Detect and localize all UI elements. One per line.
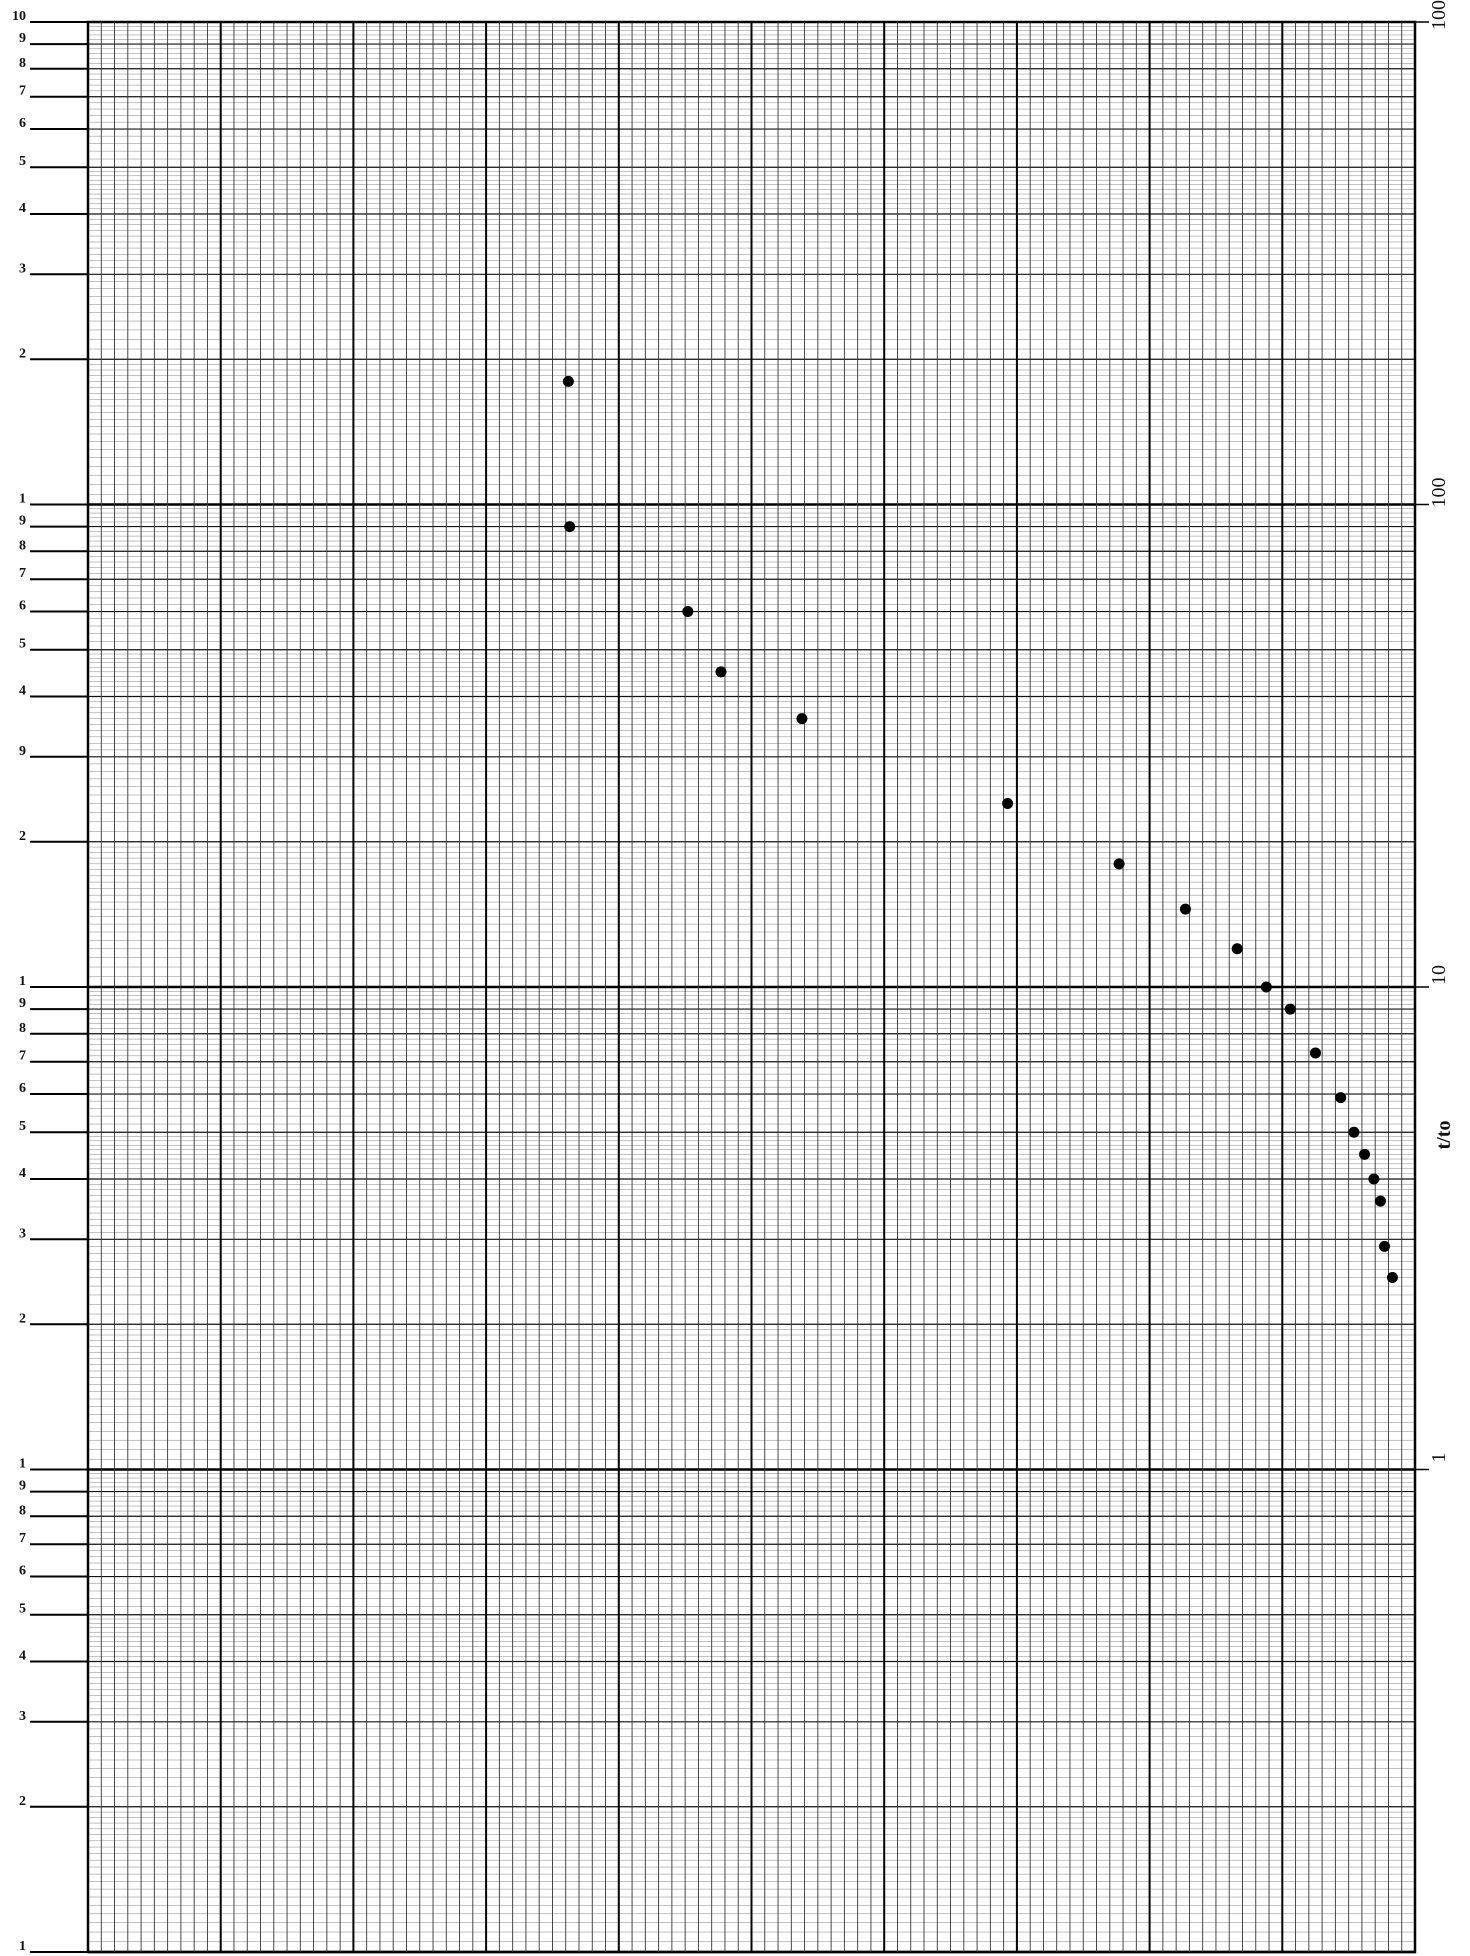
left-tick-label: 9 xyxy=(19,31,26,46)
data-point xyxy=(1368,1173,1380,1185)
left-tick-label: 2 xyxy=(19,829,26,844)
left-tick-label: 2 xyxy=(19,346,26,361)
data-point xyxy=(1335,1092,1347,1104)
data-point xyxy=(1378,1240,1390,1252)
left-tick-label: 1 xyxy=(19,492,26,507)
left-tick-label: 6 xyxy=(19,599,26,614)
right-tick-label: 1 xyxy=(1428,1453,1450,1463)
left-tick-label: 2 xyxy=(19,1794,26,1809)
data-point xyxy=(1359,1148,1371,1160)
data-point xyxy=(1348,1126,1360,1138)
left-tick-label: 1 xyxy=(19,974,26,989)
left-tick-label: 5 xyxy=(19,1602,26,1617)
left-tick-label: 4 xyxy=(19,684,26,699)
left-tick-label: 1 xyxy=(19,1457,26,1472)
left-tick-label: 8 xyxy=(19,538,26,553)
data-point xyxy=(1374,1195,1386,1207)
data-point xyxy=(1309,1047,1321,1059)
right-axis-ticks: 1000 100 10 1 xyxy=(1415,0,1450,1471)
left-tick-label: 5 xyxy=(19,154,26,169)
right-tick-label: 10 xyxy=(1428,965,1450,985)
right-tick-label: 1000 xyxy=(1428,0,1450,30)
plot-grid xyxy=(86,20,1417,1954)
left-tick-label: 5 xyxy=(19,637,26,652)
left-tick-label: 6 xyxy=(19,1081,26,1096)
data-point xyxy=(1284,1003,1296,1015)
left-tick-label: 7 xyxy=(19,1531,26,1546)
left-tick-label: 7 xyxy=(19,566,26,581)
left-tick-label: 4 xyxy=(19,1649,26,1664)
left-tick-label: 9 xyxy=(19,514,26,529)
left-tick-label: 9 xyxy=(19,996,26,1011)
data-point xyxy=(682,606,694,618)
left-tick-label: 8 xyxy=(19,1503,26,1518)
data-point xyxy=(1231,943,1243,955)
left-tick-label: 3 xyxy=(19,1226,26,1241)
left-tick-label: 7 xyxy=(19,84,26,99)
data-point xyxy=(1260,981,1272,993)
left-tick-label: 6 xyxy=(19,1564,26,1579)
left-tick-label: 8 xyxy=(19,56,26,71)
left-tick-label: 1 xyxy=(19,1939,26,1954)
left-tick-label: 3 xyxy=(19,1709,26,1724)
data-point xyxy=(1386,1271,1398,1283)
left-tick-label: 5 xyxy=(19,1119,26,1134)
right-tick-label: 100 xyxy=(1428,478,1450,508)
data-point xyxy=(1002,798,1014,810)
data-point xyxy=(796,713,808,725)
left-tick-label: 9 xyxy=(19,744,26,759)
left-tick-label: 10 xyxy=(12,9,26,24)
left-tick-label: 3 xyxy=(19,261,26,276)
data-point xyxy=(564,521,576,533)
data-points xyxy=(562,375,1398,1283)
left-axis-ticks: 10 9 8 7 6 5 4 3 2 1 9 8 7 6 5 4 9 2 1 9 8 7 6 5 4 3 2 1 9 8 7 6 5 4 3 2 1 xyxy=(12,9,88,1954)
left-tick-label: 4 xyxy=(19,201,26,216)
left-tick-label: 9 xyxy=(19,1479,26,1494)
data-point xyxy=(1113,858,1125,870)
left-tick-label: 2 xyxy=(19,1311,26,1326)
data-point xyxy=(562,375,574,387)
left-tick-label: 8 xyxy=(19,1021,26,1036)
data-point xyxy=(1179,903,1191,915)
left-tick-label: 4 xyxy=(19,1166,26,1181)
left-tick-label: 6 xyxy=(19,116,26,131)
left-tick-label: 7 xyxy=(19,1049,26,1064)
data-point xyxy=(715,666,727,678)
y-axis-label: t/to xyxy=(1433,1121,1455,1150)
